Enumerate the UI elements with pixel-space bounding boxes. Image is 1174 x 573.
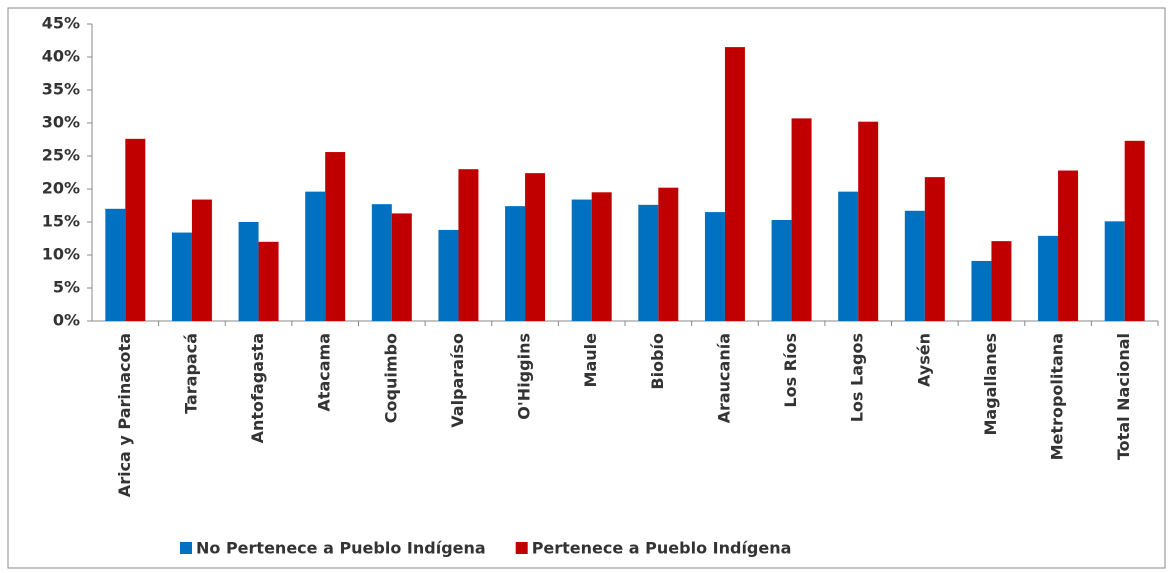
legend-label: Pertenece a Pueblo Indígena (532, 539, 792, 558)
legend-swatch (180, 542, 192, 554)
x-tick-label: Tarapacá (181, 333, 200, 414)
bar (105, 208, 126, 321)
y-tick-label: 25% (42, 146, 80, 165)
bar (238, 222, 259, 321)
x-tick-label: Los Ríos (781, 333, 800, 408)
bar (791, 118, 812, 321)
bar (771, 220, 792, 321)
x-tick-label: Coquimbo (381, 333, 400, 423)
x-tick-label: Biobío (648, 333, 667, 390)
x-tick-label: Arica y Parinacota (115, 333, 134, 497)
bar (1124, 140, 1145, 321)
bar (505, 206, 526, 321)
x-tick-label: Metropolitana (1048, 333, 1067, 460)
bar (258, 241, 279, 321)
bar (458, 169, 479, 321)
bar (1104, 221, 1125, 321)
x-tick-label: Maule (581, 333, 600, 388)
y-tick-label: 35% (42, 80, 80, 99)
bar (525, 173, 546, 321)
bar (171, 232, 192, 321)
y-tick-label: 45% (42, 14, 80, 33)
bar (191, 199, 212, 321)
bar (438, 229, 459, 321)
bar (971, 260, 992, 321)
x-tick-label: Magallanes (981, 333, 1000, 436)
y-tick-label: 15% (42, 212, 80, 231)
x-tick-label: O'Higgins (515, 333, 534, 420)
legend-label: No Pertenece a Pueblo Indígena (196, 539, 486, 558)
bar (658, 187, 679, 321)
bar (571, 199, 592, 321)
x-tick-label: Valparaíso (448, 333, 467, 428)
bar (125, 138, 146, 321)
x-tick-label: Aysén (914, 333, 933, 387)
bar (305, 191, 326, 321)
bar (858, 121, 879, 322)
y-tick-label: 10% (42, 245, 80, 264)
bar (904, 210, 925, 321)
y-tick-label: 20% (42, 179, 80, 198)
bar (591, 192, 612, 321)
bar (924, 177, 945, 321)
bar (325, 152, 346, 321)
legend-swatch (515, 542, 528, 554)
y-tick-label: 0% (53, 311, 80, 330)
bar (704, 212, 725, 321)
x-tick-label: Atacama (315, 333, 334, 412)
x-tick-label: Antofagasta (248, 333, 267, 443)
bar (1058, 170, 1079, 321)
bar (724, 47, 745, 321)
x-tick-label: Total Nacional (1114, 333, 1133, 460)
bar (638, 204, 659, 321)
bar (391, 213, 412, 321)
bar (371, 204, 392, 321)
bar (1038, 235, 1059, 321)
bar (991, 241, 1012, 321)
x-tick-label: Los Lagos (848, 333, 867, 422)
x-tick-label: Araucanía (714, 333, 733, 423)
bar (838, 191, 859, 321)
y-tick-label: 30% (42, 113, 80, 132)
y-tick-label: 5% (53, 278, 80, 297)
y-tick-label: 40% (42, 47, 80, 66)
